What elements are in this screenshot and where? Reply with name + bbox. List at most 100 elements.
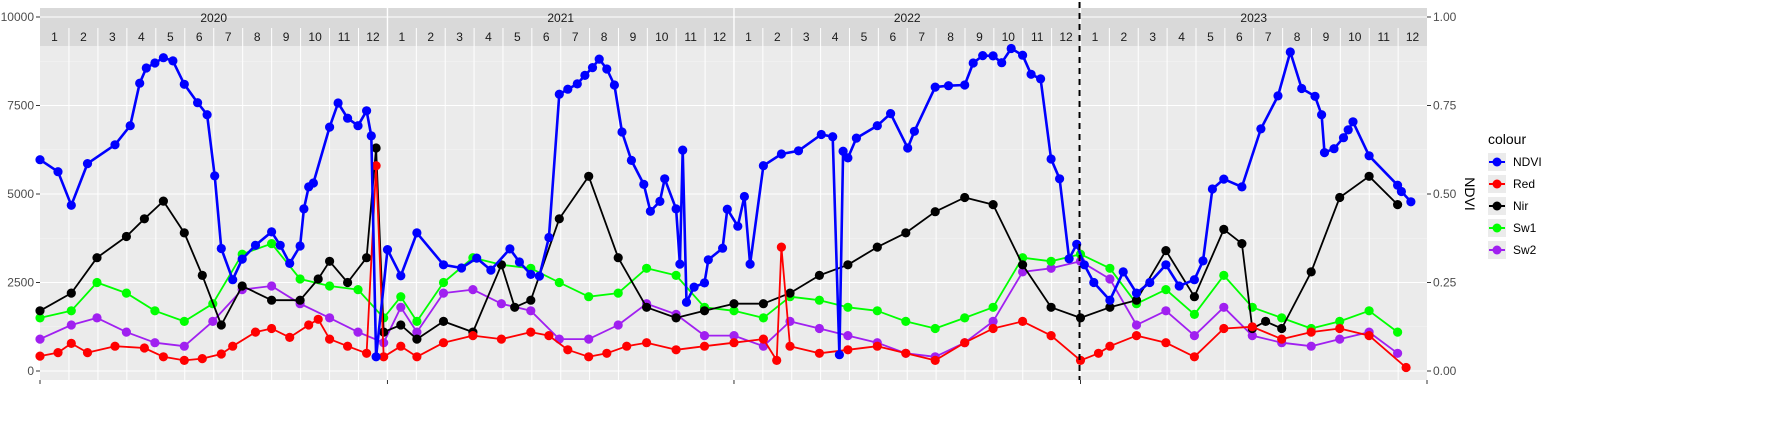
series-nir (35, 143, 1403, 344)
data-point-red (814, 348, 825, 358)
data-point-ndvi (237, 254, 247, 264)
data-point-sw2 (1046, 263, 1056, 273)
data-point-red (1306, 327, 1316, 337)
month-label: 8 (601, 30, 608, 44)
data-point-ndvi (1348, 117, 1358, 127)
data-point-sw2 (1247, 331, 1257, 341)
data-point-sw1 (758, 313, 769, 323)
data-point-ndvi (609, 80, 620, 90)
data-point-ndvi (1319, 148, 1330, 158)
series-layer (35, 43, 1416, 373)
data-point-nir (412, 334, 422, 344)
data-point-ndvi (1256, 124, 1266, 134)
data-point-ndvi (675, 259, 685, 269)
data-point-red (1219, 323, 1229, 334)
legend-item-ndvi: NDVI (1488, 153, 1542, 171)
data-point-ndvi (689, 282, 699, 292)
data-point-sw2 (325, 313, 335, 323)
data-point-red (325, 334, 335, 344)
data-point-nir (295, 295, 305, 305)
data-point-ndvi (486, 265, 496, 275)
month-label: 7 (918, 30, 925, 44)
data-point-ndvi (1285, 47, 1295, 57)
data-point-ndvi (587, 63, 598, 73)
series-ndvi (35, 43, 1416, 362)
data-point-sw1 (1393, 327, 1403, 337)
data-point-ndvi (722, 204, 732, 214)
data-point-sw1 (121, 288, 131, 298)
data-point-ndvi (733, 221, 743, 231)
data-point-ndvi (333, 98, 343, 108)
data-point-ndvi (412, 228, 422, 238)
data-point-red (758, 334, 769, 344)
month-label: 2 (80, 30, 87, 44)
data-point-red (671, 345, 681, 355)
data-point-ndvi (1089, 277, 1099, 288)
data-point-red (304, 320, 314, 330)
data-point-ndvi (1006, 43, 1016, 54)
data-point-ndvi (193, 98, 203, 108)
data-point-nir (1277, 323, 1287, 334)
data-point-nir (1075, 313, 1086, 323)
data-point-ndvi (1118, 267, 1128, 277)
data-point-red (110, 341, 120, 351)
month-label: 9 (976, 30, 983, 44)
month-label: 10 (1002, 30, 1016, 44)
data-point-red (412, 352, 422, 362)
data-point-ndvi (960, 80, 970, 90)
data-point-ndvi (150, 58, 160, 68)
data-point-red (66, 338, 76, 348)
left-tick-label: 0 (27, 364, 34, 378)
data-point-nir (1105, 302, 1115, 312)
data-point-ndvi (228, 275, 238, 285)
data-point-sw2 (121, 327, 131, 337)
month-label: 4 (832, 30, 839, 44)
year-label: 2022 (894, 11, 921, 25)
legend-label: NDVI (1513, 155, 1542, 169)
data-point-ndvi (671, 204, 681, 214)
legend-item-nir: Nir (1488, 197, 1528, 215)
data-point-sw1 (671, 270, 681, 280)
data-point-ndvi (353, 121, 363, 131)
data-point-red (776, 242, 787, 252)
data-point-red (988, 323, 998, 334)
data-point-nir (139, 214, 149, 224)
data-point-ndvi (1055, 174, 1065, 184)
data-point-sw2 (1393, 348, 1403, 358)
data-point-red (642, 338, 652, 348)
data-point-ndvi (886, 109, 896, 119)
data-point-red (53, 348, 63, 358)
month-label: 6 (196, 30, 203, 44)
data-point-ndvi (838, 146, 848, 156)
data-point-nir (197, 270, 207, 280)
data-point-nir (1046, 302, 1056, 312)
data-point-nir (438, 316, 449, 326)
month-label: 3 (1149, 30, 1156, 44)
right-axis: 0.00 0.25 0.50 0.75 1.00 (1427, 10, 1457, 378)
data-point-ndvi (1046, 154, 1056, 164)
legend-item-sw2: Sw2 (1488, 241, 1537, 259)
legend-label: Nir (1513, 199, 1528, 213)
data-point-nir (1018, 260, 1028, 270)
legend-key-marker (1492, 245, 1502, 255)
data-point-red (563, 345, 573, 355)
data-point-sw2 (814, 323, 825, 334)
data-point-nir (843, 260, 853, 270)
data-point-nir (1261, 316, 1271, 326)
data-point-sw2 (92, 313, 102, 323)
month-label: 12 (1406, 30, 1420, 44)
data-point-ndvi (851, 133, 862, 143)
month-label: 6 (543, 30, 550, 44)
month-label: 5 (167, 30, 174, 44)
data-point-ndvi (514, 257, 525, 267)
data-point-ndvi (1406, 197, 1416, 207)
data-point-sw1 (35, 313, 45, 323)
month-label: 8 (947, 30, 954, 44)
month-label: 7 (225, 30, 232, 44)
data-point-sw1 (267, 239, 277, 249)
month-label: 11 (684, 30, 697, 44)
data-point-red (1277, 334, 1287, 344)
data-point-nir (785, 288, 795, 298)
data-point-ndvi (1396, 186, 1406, 197)
data-point-ndvi (758, 161, 769, 171)
